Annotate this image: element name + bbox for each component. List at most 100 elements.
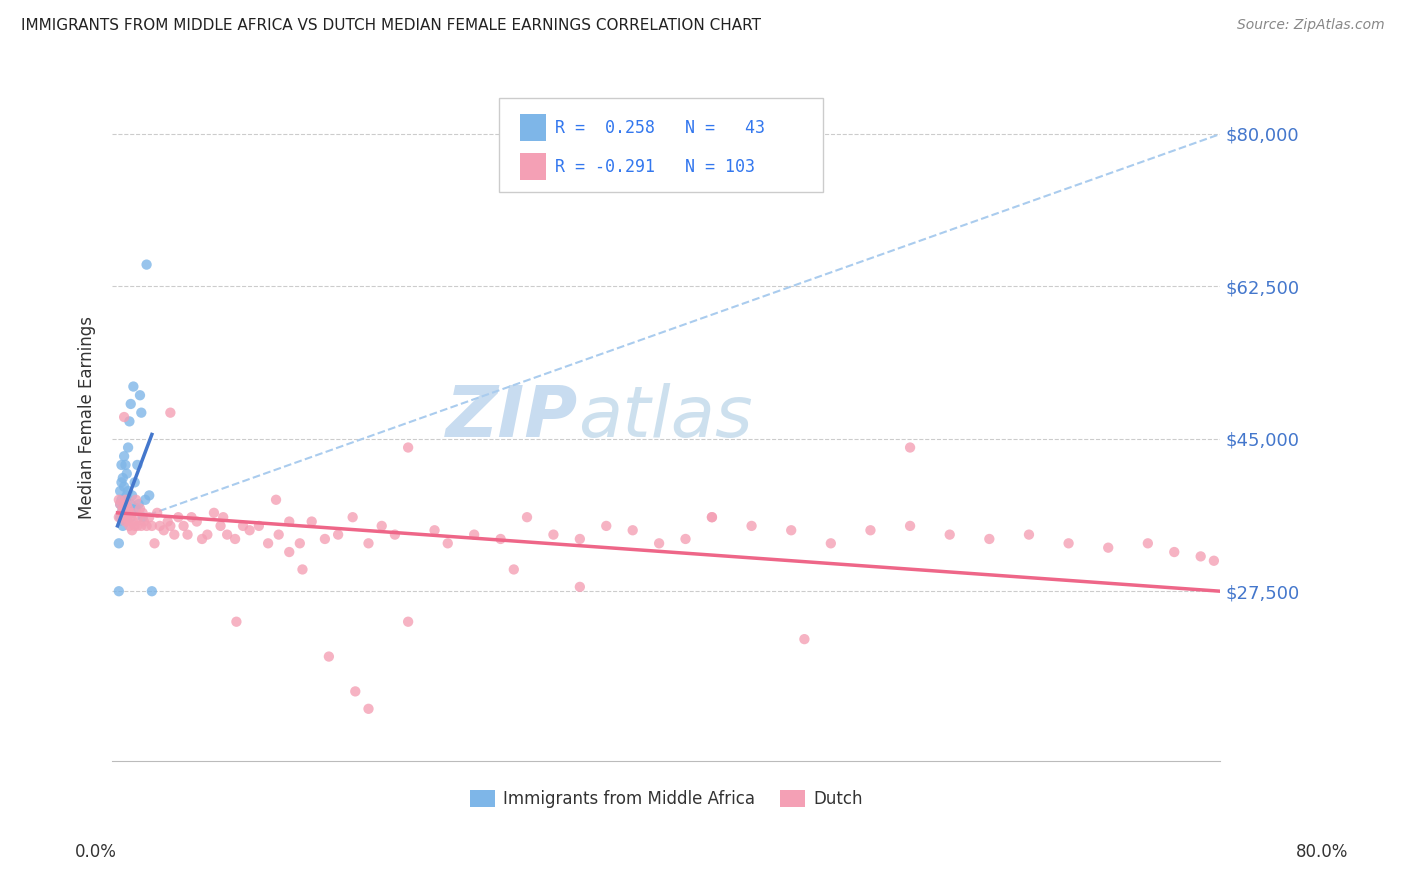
Point <box>396 615 419 629</box>
Point <box>112 410 135 425</box>
Point <box>489 532 512 546</box>
Point <box>232 519 254 533</box>
Text: 0.0%: 0.0% <box>75 843 117 861</box>
Y-axis label: Median Female Earnings: Median Female Earnings <box>79 316 96 518</box>
Point <box>741 519 763 533</box>
Point <box>146 506 169 520</box>
Point <box>114 492 136 507</box>
Point <box>117 501 139 516</box>
Point <box>239 523 262 537</box>
Point <box>135 519 157 533</box>
Point <box>793 632 815 647</box>
Point <box>121 488 143 502</box>
Point <box>568 580 591 594</box>
Point <box>898 441 921 455</box>
Point <box>820 536 842 550</box>
Point <box>224 532 246 546</box>
Point <box>131 510 153 524</box>
Point <box>318 649 340 664</box>
Point <box>117 441 139 455</box>
Point <box>1097 541 1119 555</box>
Point <box>115 467 138 481</box>
Point <box>370 519 392 533</box>
Point <box>202 506 225 520</box>
Point <box>114 515 136 529</box>
Point <box>108 510 131 524</box>
Text: R = -0.291   N = 103: R = -0.291 N = 103 <box>555 158 755 176</box>
Point <box>111 519 134 533</box>
Text: IMMIGRANTS FROM MIDDLE AFRICA VS DUTCH MEDIAN FEMALE EARNINGS CORRELATION CHART: IMMIGRANTS FROM MIDDLE AFRICA VS DUTCH M… <box>21 18 761 33</box>
Point <box>314 532 336 546</box>
Text: Source: ZipAtlas.com: Source: ZipAtlas.com <box>1237 18 1385 32</box>
Point <box>115 488 138 502</box>
Point <box>115 510 138 524</box>
Point <box>301 515 323 529</box>
Point <box>108 584 131 599</box>
Point <box>112 497 135 511</box>
Point <box>129 406 152 420</box>
Point <box>384 527 406 541</box>
Point <box>516 510 538 524</box>
Legend: Immigrants from Middle Africa, Dutch: Immigrants from Middle Africa, Dutch <box>463 783 870 814</box>
Point <box>110 475 132 490</box>
Point <box>138 488 160 502</box>
Point <box>859 523 882 537</box>
Point <box>122 515 145 529</box>
Point <box>938 527 960 541</box>
Point <box>342 510 364 524</box>
Point <box>149 519 172 533</box>
Point <box>143 536 166 550</box>
Point <box>141 519 163 533</box>
Point <box>134 492 156 507</box>
Point <box>436 536 458 550</box>
Text: ZIP: ZIP <box>446 383 578 451</box>
Point <box>180 510 202 524</box>
Point <box>1018 527 1040 541</box>
Point <box>135 258 157 272</box>
Point <box>120 510 142 524</box>
Point <box>125 492 148 507</box>
Point <box>121 523 143 537</box>
Point <box>117 501 139 516</box>
Point <box>132 515 155 529</box>
Point <box>110 458 132 472</box>
Point <box>112 449 135 463</box>
Point <box>108 497 131 511</box>
Point <box>1202 554 1225 568</box>
Point <box>110 492 132 507</box>
Point <box>898 519 921 533</box>
Point <box>278 545 301 559</box>
Point <box>212 510 235 524</box>
Point <box>108 497 131 511</box>
Point <box>112 510 135 524</box>
Text: atlas: atlas <box>578 383 752 451</box>
Point <box>118 501 141 516</box>
Point <box>163 527 186 541</box>
Point <box>112 480 135 494</box>
Point <box>114 492 136 507</box>
Point <box>128 497 150 511</box>
Point <box>176 527 198 541</box>
Point <box>700 510 723 524</box>
Point <box>108 510 131 524</box>
Point <box>128 510 150 524</box>
Point <box>979 532 1001 546</box>
Point <box>114 510 136 524</box>
Point <box>568 532 591 546</box>
Point <box>114 458 136 472</box>
Point <box>138 510 160 524</box>
Point <box>700 510 723 524</box>
Point <box>129 519 152 533</box>
Point <box>108 536 131 550</box>
Point <box>121 506 143 520</box>
Point <box>463 527 485 541</box>
Point <box>267 527 290 541</box>
Point <box>120 397 142 411</box>
Point <box>118 519 141 533</box>
Point <box>111 471 134 485</box>
Point <box>1136 536 1159 550</box>
Point <box>173 519 195 533</box>
Point <box>217 527 239 541</box>
Point <box>159 519 181 533</box>
Point <box>648 536 671 550</box>
